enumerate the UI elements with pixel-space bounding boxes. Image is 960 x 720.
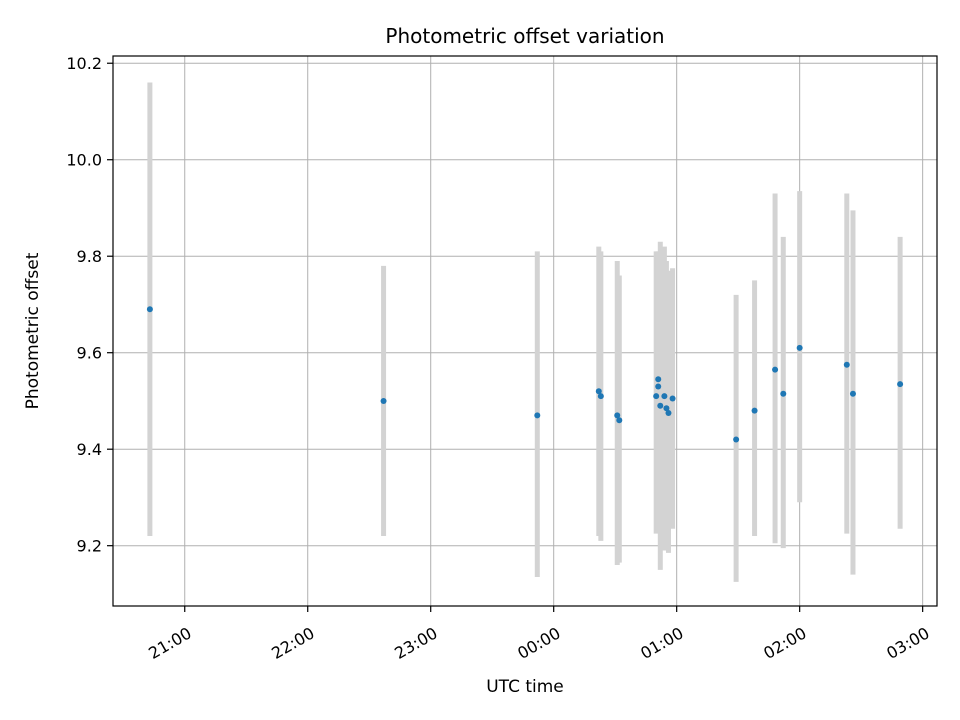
data-point: [772, 366, 779, 373]
data-point: [733, 436, 740, 443]
data-point: [655, 383, 662, 390]
data-points: [146, 306, 904, 443]
data-point: [897, 381, 904, 388]
data-point: [655, 376, 662, 383]
data-point: [597, 393, 604, 400]
data-point: [146, 306, 153, 313]
data-point: [843, 361, 850, 368]
data-point: [796, 344, 803, 351]
data-point: [661, 393, 668, 400]
data-point: [595, 388, 602, 395]
data-point: [657, 402, 664, 409]
data-point: [751, 407, 758, 414]
data-point: [380, 397, 387, 404]
data-point: [616, 417, 623, 424]
y-axis: 9.2 9.4 9.6 9.8 10.0 10.2: [66, 54, 113, 556]
data-point: [665, 410, 672, 417]
y-tick-label: 9.8: [77, 247, 102, 266]
plot-frame: [112, 55, 938, 607]
plot-area: [113, 56, 937, 606]
data-point: [614, 412, 621, 419]
y-tick-label: 9.6: [77, 344, 102, 363]
y-tick-label: 10.0: [66, 151, 102, 170]
y-tick-label: 9.2: [77, 537, 102, 556]
y-tick-label: 9.4: [77, 440, 102, 459]
data-point: [780, 390, 787, 397]
y-tick-label: 10.2: [66, 54, 102, 73]
y-axis-title: Photometric offset: [23, 252, 43, 409]
data-point: [663, 405, 670, 412]
x-axis-title: UTC time: [486, 677, 564, 697]
data-point: [534, 412, 541, 419]
chart-title: Photometric offset variation: [385, 24, 664, 48]
data-point: [669, 395, 676, 402]
data-point: [653, 393, 660, 400]
data-point: [849, 390, 856, 397]
